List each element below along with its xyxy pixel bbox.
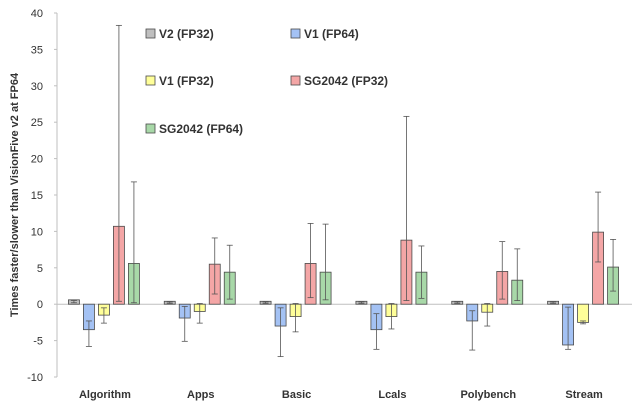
y-tick-label: 35 <box>31 44 43 56</box>
y-tick-label: 30 <box>31 81 43 93</box>
y-tick-label: -10 <box>27 372 43 384</box>
legend: V2 (FP32) V1 (FP64) V1 (FP32) SG2042 (FP32)… <box>145 27 388 136</box>
y-axis-title: Times faster/slower than VisionFive v2 a… <box>9 72 21 317</box>
y-tick-label: 25 <box>31 117 43 129</box>
y-tick-label: 5 <box>37 263 43 275</box>
legend-label: V2 (FP32) <box>159 27 214 41</box>
x-tick-label: Basic <box>282 389 311 401</box>
legend-label: SG2042 (FP64) <box>159 122 243 136</box>
y-tick-label: 40 <box>31 8 43 20</box>
y-tick-label: 0 <box>37 299 43 311</box>
x-tick-label: Lcals <box>378 389 406 401</box>
y-tick-label: 15 <box>31 190 43 202</box>
legend-label: SG2042 (FP32) <box>304 74 388 88</box>
y-tick-label: -5 <box>33 336 43 348</box>
axes <box>54 12 632 378</box>
legend-swatch <box>145 28 156 39</box>
x-tick-label: Algorithm <box>79 389 131 401</box>
axis-labels: -10 -5 0 5 10 15 20 25 30 35 40 Times faster/slower… <box>9 8 603 401</box>
legend-swatch <box>290 75 301 86</box>
legend-label: V1 (FP64) <box>304 27 359 41</box>
x-tick-label: Polybench <box>460 389 516 401</box>
legend-label: V1 (FP32) <box>159 74 214 88</box>
error-bars <box>70 24 617 358</box>
legend-swatch <box>145 75 156 86</box>
bar <box>577 303 589 323</box>
y-tick-label: 20 <box>31 154 43 166</box>
legend-swatch <box>145 123 156 134</box>
bars <box>68 225 619 346</box>
x-tick-label: Stream <box>565 389 603 401</box>
legend-swatch <box>290 28 301 39</box>
y-tick-label: 10 <box>31 226 43 238</box>
x-tick-label: Apps <box>187 389 215 401</box>
